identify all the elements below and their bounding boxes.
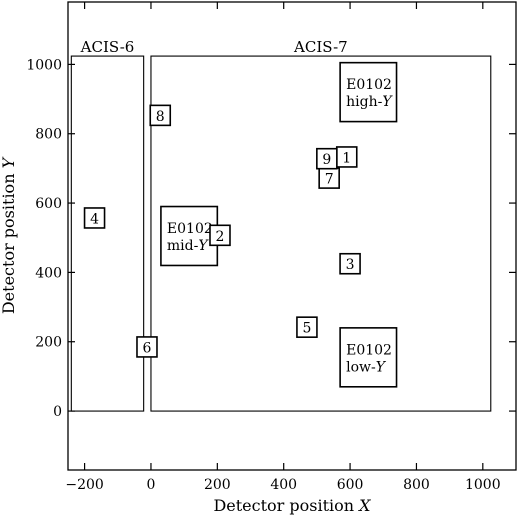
region-box-high [339, 61, 398, 123]
marker-label-9: 9 [322, 152, 331, 168]
marker-box-8 [149, 104, 172, 127]
markers-layer: 1 2 3 4 5 6 7 8 9 [83, 104, 361, 358]
marker-label-5: 5 [302, 321, 311, 337]
region-label-line2-1: mid-Y [167, 238, 209, 254]
x-axis-title: Detector position X [213, 496, 371, 515]
marker-label-8: 8 [156, 109, 165, 125]
marker-box-9 [316, 147, 338, 170]
x-tick-label-3: 400 [270, 477, 297, 493]
x-tick-label-1: 0 [147, 477, 156, 493]
y-axis-title: Detector position Y [0, 156, 18, 314]
marker-label-7: 7 [325, 172, 334, 188]
y-tick-label-0: 0 [53, 404, 62, 420]
x-tick-label-5: 800 [403, 477, 430, 493]
chip-label-acis-7: ACIS-7 [293, 38, 348, 56]
chips-layer: ACIS-6 ACIS-7 [70, 38, 492, 412]
y-tick-label-1: 200 [35, 335, 62, 351]
region-label-line1-2: E0102 [346, 342, 392, 358]
region-box-low [339, 327, 398, 388]
chip-label-acis-6: ACIS-6 [80, 38, 135, 56]
marker-box-3 [339, 252, 361, 275]
marker-label-2: 2 [216, 229, 225, 245]
marker-label-6: 6 [143, 340, 152, 356]
y-tick-label-5: 1000 [26, 57, 62, 73]
region-label-line2-0: high-Y [346, 94, 393, 110]
plot-frame [67, 1, 517, 471]
marker-label-4: 4 [90, 211, 99, 227]
marker-label-3: 3 [346, 257, 355, 273]
ticks-layer: −200 0 200 400 600 800 1000 0 200 400 600 800 1000 [26, 2, 516, 493]
chip-outline-acis-6 [70, 55, 145, 412]
chip-outline-acis-7 [150, 55, 492, 412]
marker-box-5 [296, 316, 318, 338]
y-tick-label-3: 600 [35, 196, 62, 212]
y-tick-label-2: 400 [35, 265, 62, 281]
marker-box-2 [209, 224, 231, 247]
marker-box-4 [83, 207, 106, 229]
region-label-line1-1: E0102 [167, 221, 213, 237]
region-box-mid [160, 205, 219, 267]
region-label-line2-2: low-Y [346, 359, 387, 375]
marker-box-6 [136, 336, 158, 358]
y-tick-label-4: 800 [35, 127, 62, 143]
region-label-line1-0: E0102 [346, 77, 392, 93]
marker-label-1: 1 [342, 150, 351, 166]
x-tick-label-6: 1000 [465, 477, 501, 493]
x-tick-label-2: 200 [204, 477, 231, 493]
x-tick-label-4: 600 [337, 477, 364, 493]
x-tick-label-0: −200 [65, 477, 103, 493]
